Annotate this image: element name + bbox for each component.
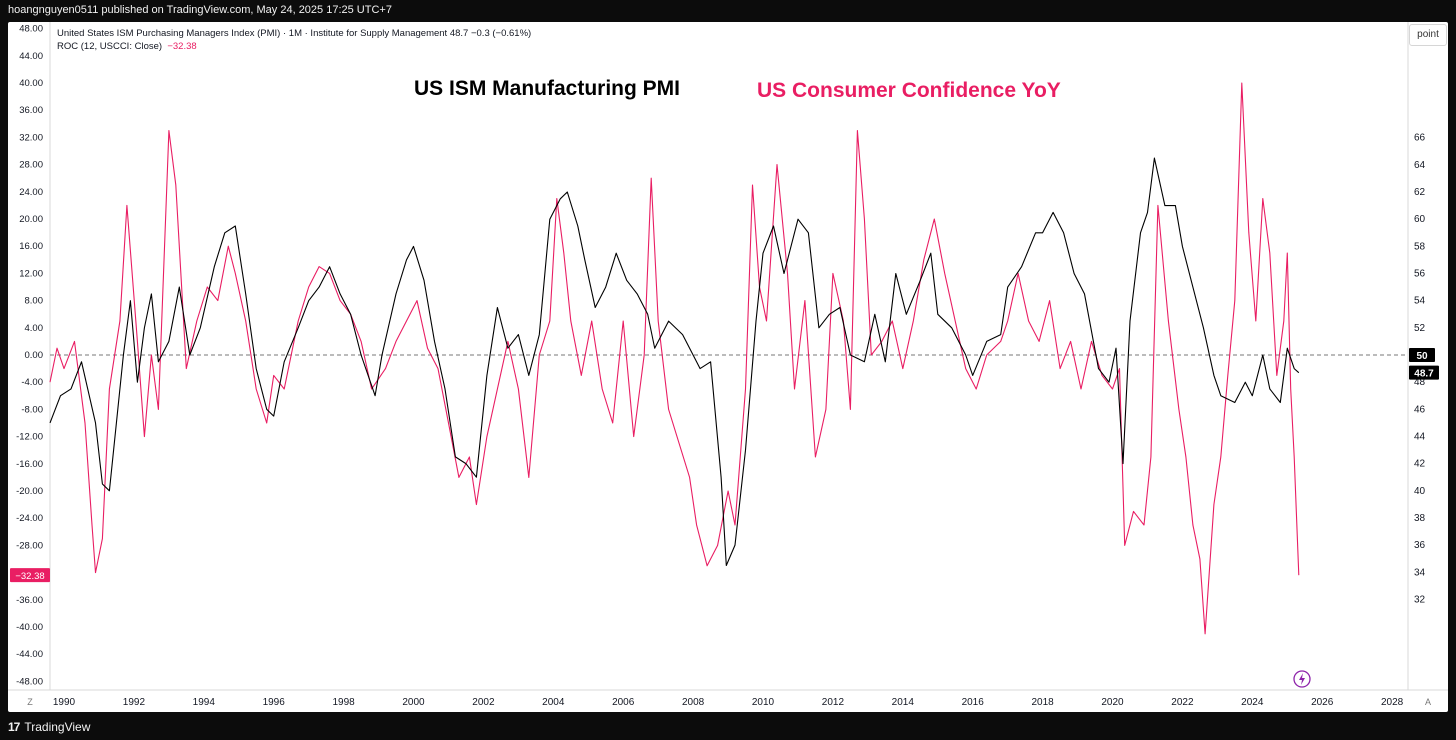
- right-axis-tick-label: 60: [1414, 214, 1426, 225]
- left-axis-marker-last-label: −32.38: [15, 571, 44, 582]
- tradingview-logo-icon: 17: [8, 720, 20, 734]
- legend-roc: ROC (12, USCCI: Close) −32.38: [57, 40, 531, 53]
- right-axis-unit-button[interactable]: point: [1409, 24, 1447, 46]
- left-axis-tick-label: -24.00: [16, 513, 43, 524]
- right-axis-tick-label: 66: [1414, 133, 1426, 144]
- left-axis-tick-label: -44.00: [16, 649, 43, 660]
- left-axis-tick-label: 24.00: [19, 187, 43, 198]
- x-axis-tick-label: 2026: [1311, 697, 1334, 708]
- x-axis-tick-label: 1994: [193, 697, 216, 708]
- left-axis-tick-label: 12.00: [19, 268, 43, 279]
- x-axis-tick-label: 2008: [682, 697, 705, 708]
- right-axis-tick-label: 36: [1414, 540, 1426, 551]
- left-axis-tick-label: 16.00: [19, 241, 43, 252]
- x-axis-tick-label: 1992: [123, 697, 146, 708]
- left-axis-tick-label: -4.00: [21, 377, 43, 388]
- left-axis-tick-label: -16.00: [16, 459, 43, 470]
- x-axis-tick-label: 2016: [962, 697, 985, 708]
- left-axis-tick-label: -28.00: [16, 540, 43, 551]
- left-axis-tick-label: -8.00: [21, 404, 43, 415]
- right-axis-tick-label: 52: [1414, 323, 1426, 334]
- right-axis-tick-label: 62: [1414, 187, 1426, 198]
- left-axis-tick-label: 28.00: [19, 160, 43, 171]
- x-axis-tick-label: 2002: [472, 697, 495, 708]
- right-axis-tick-label: 32: [1414, 594, 1426, 605]
- right-axis-marker-50: [1409, 348, 1435, 362]
- left-axis-tick-label: -40.00: [16, 622, 43, 633]
- x-axis-tick-label: 2014: [892, 697, 915, 708]
- tradingview-footer: 17 TradingView: [0, 714, 1456, 740]
- left-axis-tick-label: 20.00: [19, 214, 43, 225]
- left-axis-tick-label: 40.00: [19, 78, 43, 89]
- right-axis-tick-label: 38: [1414, 513, 1426, 524]
- series-line-pmi: [49, 157, 1300, 567]
- right-axis-marker-50-label: 50: [1416, 351, 1428, 362]
- right-axis-marker-last: [1409, 365, 1439, 380]
- lightning-icon[interactable]: [1293, 670, 1311, 688]
- tradingview-brand: TradingView: [24, 720, 91, 734]
- legend-roc-value: −32.38: [167, 41, 197, 52]
- left-axis-tick-label: -12.00: [16, 432, 43, 443]
- right-axis-tick-label: 64: [1414, 160, 1426, 171]
- left-axis-tick-label: 0.00: [25, 350, 44, 361]
- left-axis-tick-label: 32.00: [19, 132, 43, 143]
- right-axis-tick-label: 44: [1414, 431, 1426, 442]
- left-axis-tick-label: -48.00: [16, 676, 43, 687]
- x-axis-tick-label: 2012: [822, 697, 845, 708]
- left-axis-tick-label: -36.00: [16, 595, 43, 606]
- right-axis-tick-label: 34: [1414, 567, 1426, 578]
- left-axis-marker-last: [10, 568, 50, 583]
- x-axis-tick-label: 2020: [1101, 697, 1124, 708]
- x-axis-tick-label: 2022: [1171, 697, 1194, 708]
- right-axis-tick-label: 42: [1414, 459, 1426, 470]
- left-axis-tick-label: -20.00: [16, 486, 43, 497]
- x-axis-tick-label: 2004: [542, 697, 565, 708]
- right-axis-tick-label: 54: [1414, 296, 1426, 307]
- right-axis-marker-last-label: 48.7: [1414, 369, 1434, 380]
- series-line-roc: [49, 82, 1300, 635]
- left-axis-tick-label: 36.00: [19, 105, 43, 116]
- left-axis-tick-label: 8.00: [25, 296, 44, 307]
- x-axis-tick-label: 2024: [1241, 697, 1264, 708]
- right-axis-tick-label: 48: [1414, 377, 1426, 388]
- axis-auto-button[interactable]: A: [1425, 697, 1431, 707]
- x-axis-tick-label: 1998: [332, 697, 355, 708]
- axis-z-button[interactable]: Z: [27, 697, 33, 707]
- published-header: hoangnguyen0511 published on TradingView…: [0, 0, 1456, 21]
- legend-pmi: United States ISM Purchasing Managers In…: [57, 28, 532, 39]
- left-axis-tick-label: 48.00: [19, 24, 43, 35]
- x-axis-tick-label: 1990: [53, 697, 76, 708]
- right-axis-tick-label: 40: [1414, 486, 1426, 497]
- chart-legend: United States ISM Purchasing Managers In…: [57, 27, 531, 53]
- x-axis-tick-label: 2018: [1031, 697, 1054, 708]
- x-axis-tick-label: 2010: [752, 697, 775, 708]
- right-axis-tick-label: 56: [1414, 269, 1426, 280]
- annotation-consumer-confidence: US Consumer Confidence YoY: [757, 79, 1061, 102]
- right-axis-tick-label: 58: [1414, 241, 1426, 252]
- x-axis-tick-label: 1996: [263, 697, 286, 708]
- left-axis-tick-label: 44.00: [19, 51, 43, 62]
- x-axis-tick-label: 2028: [1381, 697, 1404, 708]
- left-axis-tick-label: 4.00: [25, 323, 44, 334]
- x-axis-tick-label: 2000: [402, 697, 425, 708]
- lightning-icon-bolt: [1299, 673, 1305, 685]
- annotation-pmi: US ISM Manufacturing PMI: [414, 77, 681, 100]
- x-axis-tick-label: 2006: [612, 697, 635, 708]
- right-axis-tick-label: 46: [1414, 404, 1426, 415]
- legend-roc-label: ROC (12, USCCI: Close): [57, 41, 163, 52]
